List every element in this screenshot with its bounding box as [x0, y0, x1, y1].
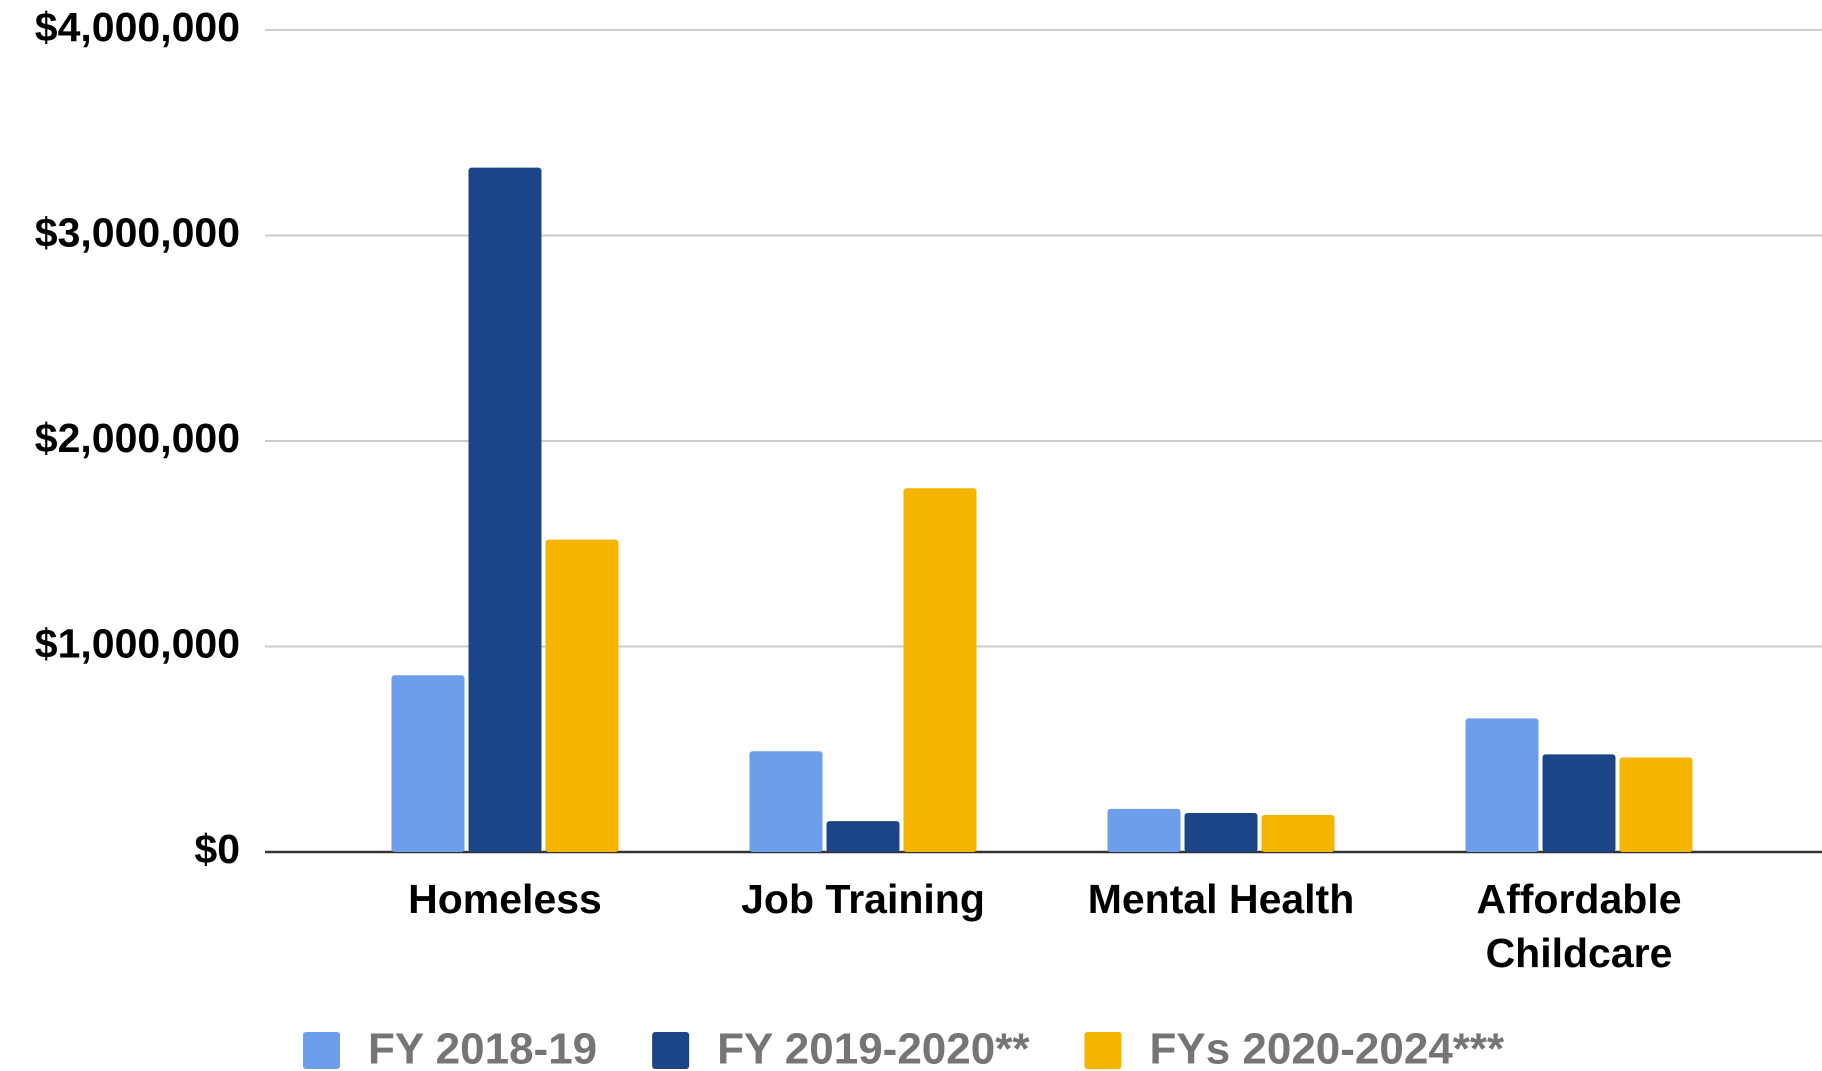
bar [1107, 808, 1181, 852]
x-tick-label: Homeless [408, 876, 602, 922]
y-tick-label: $1,000,000 [35, 620, 240, 666]
bar [1619, 757, 1693, 852]
bar [1184, 812, 1258, 852]
bar [1465, 718, 1539, 852]
legend-swatch [652, 1032, 690, 1069]
bar [826, 821, 900, 852]
legend-swatch [1084, 1032, 1122, 1069]
y-tick-label: $0 [194, 826, 240, 872]
bar [903, 488, 977, 852]
legend-label: FY 2018-19 [368, 1025, 597, 1071]
y-tick-label: $3,000,000 [35, 209, 240, 255]
x-tick-label: Job Training [741, 876, 985, 922]
bar [468, 167, 542, 852]
bar [1542, 754, 1616, 852]
x-tick-label: Affordable Childcare [1476, 876, 1682, 976]
legend-swatch [303, 1032, 340, 1069]
bar [1261, 815, 1335, 852]
bar [391, 675, 465, 852]
x-tick-label: Mental Health [1087, 876, 1355, 922]
y-tick-label: $2,000,000 [35, 415, 240, 461]
y-tick-label: $4,000,000 [35, 4, 240, 50]
bar [545, 539, 619, 852]
legend-label: FYs 2020-2024*** [1149, 1025, 1505, 1071]
bar [749, 751, 823, 852]
legend-label: FY 2019-2020** [717, 1025, 1030, 1071]
